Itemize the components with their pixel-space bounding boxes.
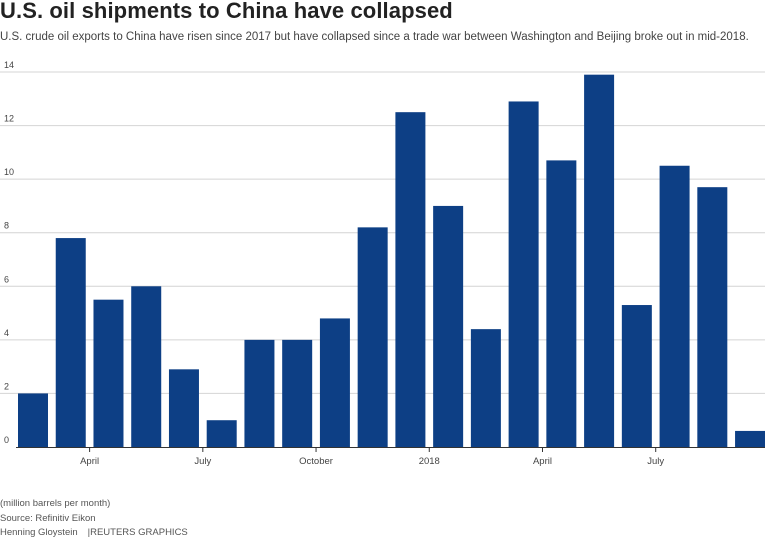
bar (131, 286, 162, 447)
bar (584, 74, 615, 447)
y-tick-label: 14 (4, 60, 14, 70)
x-tick-label: April (533, 456, 552, 467)
credit-line: Henning Gloystein |REUTERS GRAPHICS (0, 527, 188, 538)
y-tick-label: 12 (4, 114, 14, 124)
y-tick-label: 0 (4, 435, 9, 445)
x-tick-label: July (647, 456, 664, 467)
bar (470, 329, 501, 447)
bar (282, 339, 313, 447)
bar (244, 339, 275, 447)
unit-note: (million barrels per month) (0, 498, 111, 509)
bar (55, 238, 86, 447)
chart-subtitle: U.S. crude oil exports to China have ris… (0, 31, 749, 43)
bar (93, 299, 124, 447)
y-axis-ticks: 0 2 4 6 8 10 12 14 (4, 60, 14, 445)
bar (395, 112, 426, 447)
chart-title: U.S. oil shipments to China have collaps… (0, 0, 453, 23)
bar (433, 205, 464, 447)
x-tick-label: October (299, 456, 333, 467)
x-tick-label: July (194, 456, 211, 467)
bar (18, 393, 48, 447)
bars (18, 74, 765, 447)
author-name: Henning Gloystein (0, 527, 78, 538)
bar (546, 160, 577, 447)
bar (206, 420, 237, 447)
y-tick-label: 4 (4, 328, 9, 338)
y-tick-label: 6 (4, 274, 9, 284)
bar (659, 165, 690, 447)
bar (697, 187, 728, 447)
x-tick-label: 2018 (419, 456, 440, 467)
bar (168, 369, 199, 447)
source-note: Source: Refinitiv Eikon (0, 513, 96, 524)
y-tick-label: 10 (4, 167, 14, 177)
y-tick-label: 8 (4, 221, 9, 231)
graphics-credit: REUTERS GRAPHICS (90, 527, 188, 538)
bar (621, 305, 652, 447)
bar (357, 227, 388, 447)
x-tick-label: April (80, 456, 99, 467)
credit-separator: | (87, 527, 91, 538)
y-tick-label: 2 (4, 381, 9, 391)
bar (319, 318, 350, 447)
x-axis-ticks: April July October 2018 April July (80, 447, 664, 467)
bar (735, 430, 765, 447)
bar (508, 101, 539, 447)
